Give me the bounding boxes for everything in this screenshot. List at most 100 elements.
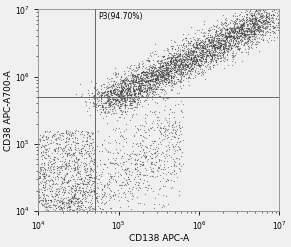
Point xyxy=(113,147,118,151)
Point xyxy=(108,104,112,108)
Point xyxy=(127,66,131,70)
Point xyxy=(138,76,143,80)
Point xyxy=(57,192,61,196)
Point xyxy=(211,44,216,48)
Point xyxy=(138,162,143,166)
Point xyxy=(111,101,116,105)
Point xyxy=(188,65,193,69)
Point xyxy=(176,46,181,50)
Point xyxy=(157,79,162,83)
Point xyxy=(99,197,103,201)
Point xyxy=(232,54,237,58)
Point xyxy=(40,185,45,189)
Point xyxy=(120,94,125,98)
Point xyxy=(215,46,220,50)
Point xyxy=(193,69,198,73)
Point xyxy=(74,196,78,200)
Point xyxy=(194,41,199,44)
Point xyxy=(149,79,153,83)
Point xyxy=(117,91,122,95)
Point xyxy=(95,144,100,148)
Point xyxy=(240,25,244,29)
Point xyxy=(172,172,177,176)
Point xyxy=(212,43,217,47)
Point xyxy=(76,170,81,174)
Point xyxy=(242,29,247,33)
Point xyxy=(65,200,70,204)
Point xyxy=(242,24,246,28)
Point xyxy=(158,90,163,94)
Point xyxy=(194,43,198,47)
Point xyxy=(107,77,112,81)
Point xyxy=(232,43,236,47)
Point xyxy=(185,54,190,58)
Point xyxy=(125,88,130,92)
Point xyxy=(178,64,182,68)
Point xyxy=(251,24,255,28)
Point xyxy=(179,58,184,62)
Point xyxy=(257,24,261,28)
Point xyxy=(123,168,128,172)
Point xyxy=(204,36,209,40)
Point xyxy=(210,40,215,44)
Point xyxy=(201,43,205,47)
Point xyxy=(206,42,211,46)
Point xyxy=(91,85,96,89)
Point xyxy=(243,32,247,36)
Point xyxy=(72,147,77,151)
Point xyxy=(114,81,118,84)
Point xyxy=(156,74,161,78)
Point xyxy=(233,19,238,23)
Point xyxy=(259,14,263,18)
Point xyxy=(141,61,146,65)
Point xyxy=(45,187,50,191)
Point xyxy=(229,28,234,32)
Point xyxy=(123,76,127,80)
Point xyxy=(170,60,174,64)
Point xyxy=(212,34,217,38)
Point xyxy=(55,192,59,196)
Point xyxy=(170,142,174,146)
Point xyxy=(177,63,181,67)
Point xyxy=(102,91,107,95)
Point xyxy=(142,86,147,90)
Point xyxy=(253,25,258,29)
Point xyxy=(72,204,77,207)
Point xyxy=(119,88,124,92)
Point xyxy=(130,84,135,88)
Point xyxy=(159,132,164,136)
Point xyxy=(160,73,165,77)
Point xyxy=(153,69,158,73)
Point xyxy=(193,55,198,59)
Point xyxy=(85,88,90,92)
Point xyxy=(237,13,241,17)
Point xyxy=(210,39,215,43)
Point xyxy=(189,62,194,66)
Point xyxy=(168,61,173,65)
Point xyxy=(106,99,110,103)
Point xyxy=(175,175,180,179)
Point xyxy=(237,40,242,44)
Point xyxy=(188,56,193,60)
Point xyxy=(201,48,205,52)
Point xyxy=(191,57,196,61)
Point xyxy=(115,98,119,102)
Point xyxy=(271,13,276,17)
Point xyxy=(180,66,185,70)
Point xyxy=(169,155,174,159)
Point xyxy=(200,44,205,48)
Point xyxy=(65,178,70,182)
Point xyxy=(139,80,144,84)
Point xyxy=(112,90,117,94)
Point xyxy=(142,119,147,123)
Point xyxy=(214,56,219,60)
Point xyxy=(59,190,64,194)
Point xyxy=(54,206,58,209)
Point xyxy=(56,205,60,208)
Point xyxy=(38,167,42,171)
Point xyxy=(206,35,211,39)
Point xyxy=(228,43,232,47)
Point xyxy=(51,133,56,137)
Point xyxy=(276,17,281,21)
Point xyxy=(153,74,158,78)
